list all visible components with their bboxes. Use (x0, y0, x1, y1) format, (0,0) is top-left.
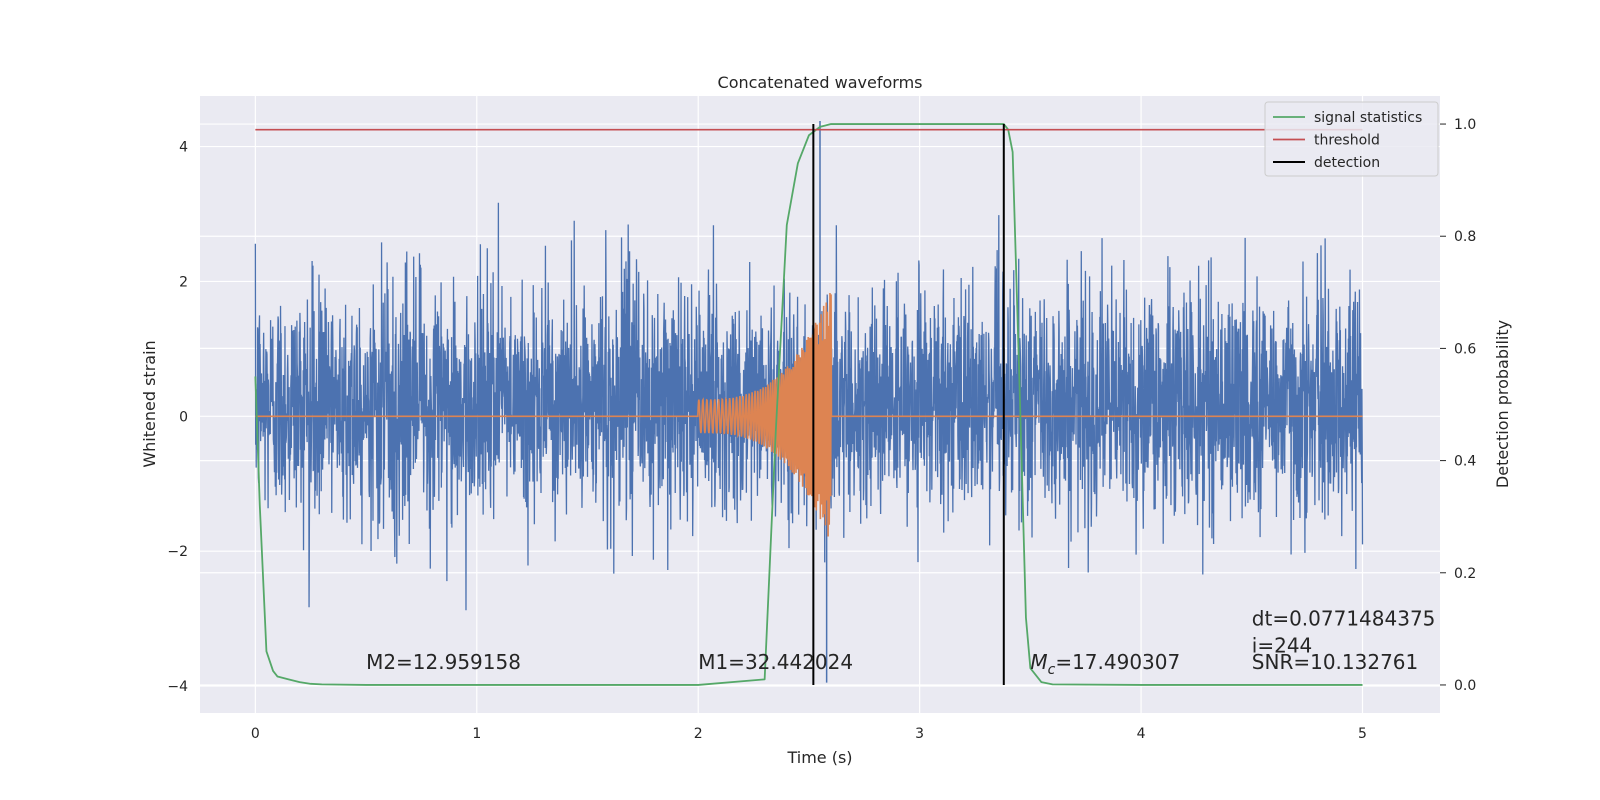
y2-tick-label: 0.8 (1454, 229, 1476, 245)
y2-axis-label: Detection probability (1493, 320, 1512, 488)
x-tick-label: 5 (1358, 726, 1367, 742)
y2-tick-label: 1.0 (1454, 117, 1476, 133)
annotation-text: SNR=10.132761 (1252, 650, 1418, 674)
y-tick-label: 4 (179, 140, 188, 156)
annotation-text: i=244 (1252, 633, 1313, 657)
signal-statistics-line (254, 123, 1363, 686)
annotation-text: dt=0.0771484375 (1252, 606, 1436, 630)
ticks: 0 1 2 3 4 5 −4 −2 0 2 4 0.0 0.2 0.4 0.6 0.8 1.0 (167, 117, 1476, 742)
annotations: M2=12.959158 M1=32.442024 Mc=17.490307 dt=0… (366, 606, 1435, 678)
x-tick-label: 0 (251, 726, 260, 742)
legend-label: threshold (1314, 133, 1380, 149)
y2-tick-label: 0.0 (1454, 678, 1476, 694)
annotation-text: M1=32.442024 (698, 650, 853, 674)
y-tick-label: −2 (167, 544, 188, 560)
series-layer (254, 120, 1364, 686)
y-axis-label: Whitened strain (140, 340, 159, 467)
legend: signal statistics threshold detection (1264, 101, 1439, 177)
x-axis-label: Time (s) (786, 748, 852, 767)
x-tick-label: 2 (694, 726, 703, 742)
x-tick-label: 3 (915, 726, 924, 742)
x-tick-label: 4 (1137, 726, 1146, 742)
y2-tick-label: 0.2 (1454, 566, 1476, 582)
x-tick-label: 1 (472, 726, 481, 742)
y-tick-label: 2 (179, 274, 188, 290)
y2-tick-label: 0.4 (1454, 454, 1476, 470)
legend-box (1264, 101, 1439, 177)
chirp-waveform (255, 292, 1363, 537)
y2-tick-label: 0.6 (1454, 341, 1476, 357)
legend-label: signal statistics (1314, 110, 1422, 126)
legend-label: detection (1314, 155, 1380, 171)
y-tick-label: 0 (179, 409, 188, 425)
annotation-text: Mc=17.490307 (1030, 650, 1180, 678)
annotation-text: M2=12.959158 (366, 650, 521, 674)
y-tick-label: −4 (167, 679, 188, 695)
chart-title: Concatenated waveforms (718, 73, 923, 92)
